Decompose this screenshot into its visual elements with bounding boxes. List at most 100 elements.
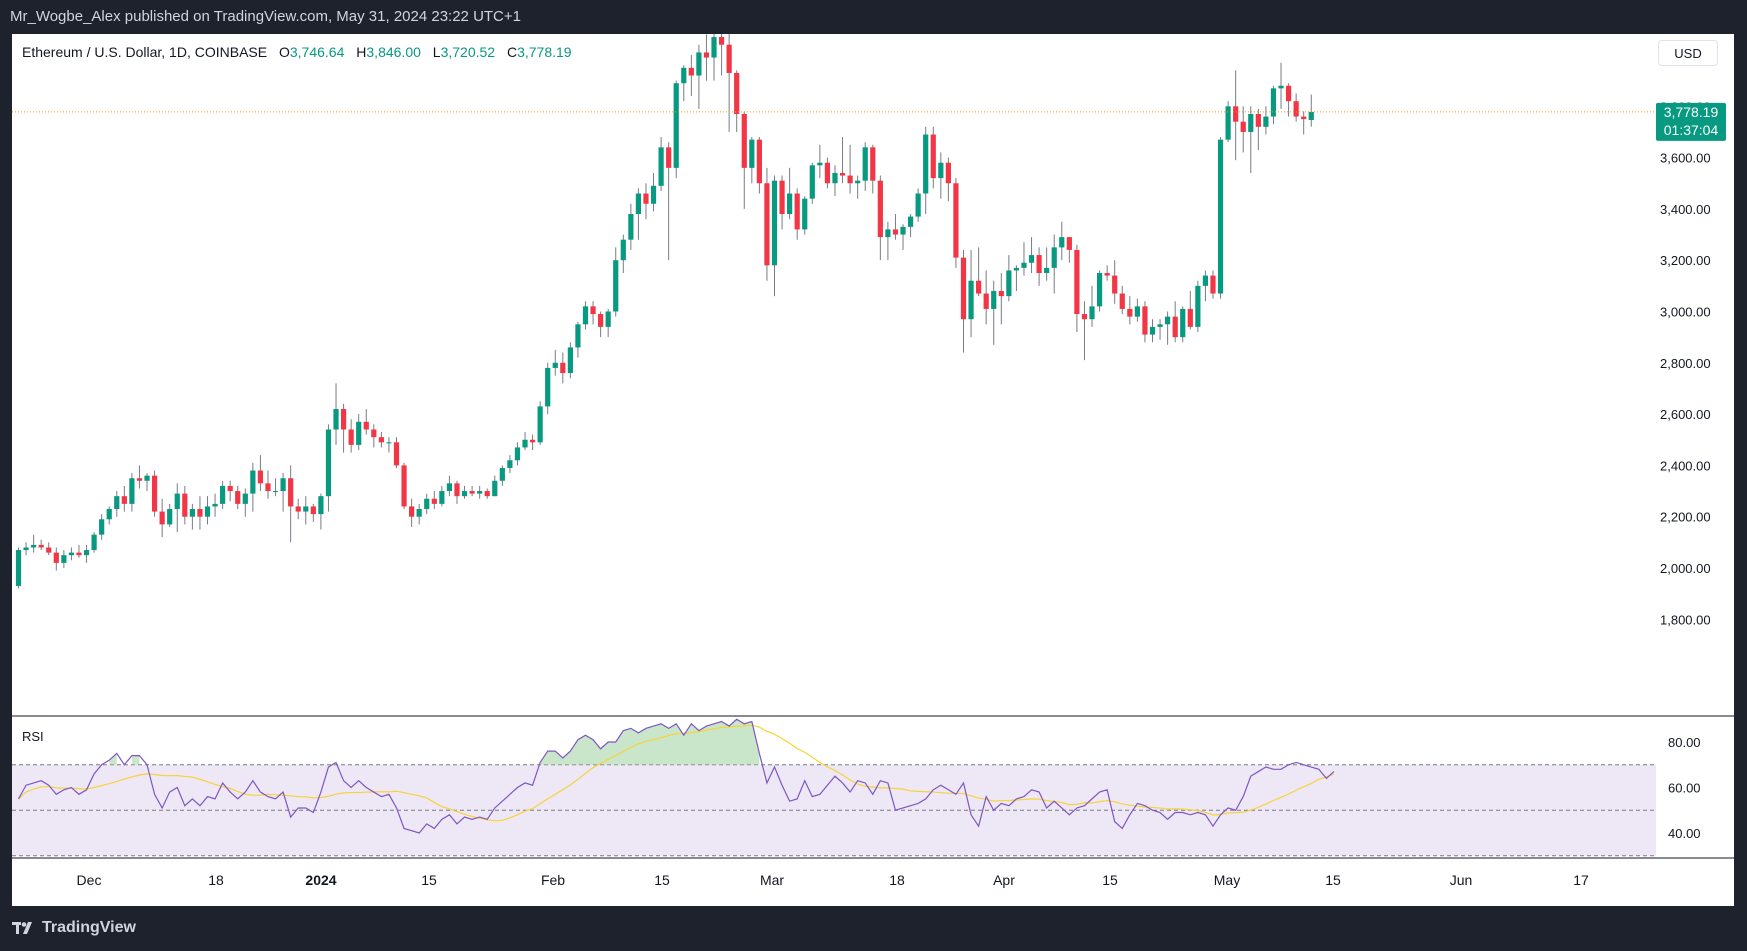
symbol-title: Ethereum / U.S. Dollar, 1D, COINBASE: [22, 44, 268, 60]
rsi-tick-label: 40.00: [1668, 826, 1701, 841]
candle-body: [189, 509, 195, 517]
close-label: C: [506, 44, 518, 60]
price-tick-label: 3,000.00: [1660, 305, 1711, 320]
candle-body: [182, 493, 188, 517]
candle-body: [688, 67, 694, 76]
time-axis-label: 15: [654, 872, 670, 888]
candle-body: [802, 198, 808, 230]
candle-body: [590, 306, 596, 315]
candle-body: [469, 491, 475, 494]
price-badge: [1656, 102, 1726, 141]
time-axis-label: Dec: [77, 872, 102, 888]
candle-body: [1134, 306, 1140, 317]
price-tick-label: 3,600.00: [1660, 151, 1711, 166]
candle-body: [1308, 111, 1314, 120]
candle-body: [83, 550, 90, 556]
candle-body: [363, 421, 369, 430]
candle-body: [159, 511, 165, 525]
candle-body: [764, 183, 770, 266]
candle-body: [106, 509, 112, 520]
high-value: 3,846.00: [366, 44, 421, 60]
price-tick-label: 2,600.00: [1660, 407, 1711, 422]
candle-body: [945, 162, 951, 184]
rsi-overbought-fill: [540, 719, 760, 765]
candle-body: [824, 162, 831, 184]
time-axis-label: 18: [208, 872, 224, 888]
candle-body: [613, 260, 619, 312]
candle-body: [401, 465, 407, 507]
candle-body: [1021, 262, 1027, 268]
candle-body: [628, 214, 634, 240]
candle-body: [68, 552, 75, 556]
close-value: 3,778.19: [517, 44, 572, 60]
candle-body: [605, 311, 611, 327]
candle-body: [892, 229, 899, 235]
price-badge-value: 3,778.19: [1664, 104, 1719, 120]
candle-body: [257, 470, 264, 484]
time-axis-label: 17: [1573, 872, 1589, 888]
currency-button[interactable]: USD: [1658, 40, 1718, 66]
candle-body: [242, 493, 248, 504]
candle-body: [529, 439, 536, 443]
candle-body: [492, 480, 498, 497]
candle-body: [121, 496, 127, 504]
candle-body: [295, 506, 301, 512]
candle-body: [99, 519, 105, 535]
candle-body: [204, 506, 211, 517]
time-axis-label: Mar: [760, 872, 784, 888]
candle-body: [318, 496, 324, 515]
header-bar: Mr_Wogbe_Alex published on TradingView.c…: [0, 0, 1747, 34]
candle-body: [76, 552, 82, 556]
candle-body: [371, 429, 377, 438]
candle-body: [771, 180, 778, 266]
low-value: 3,720.52: [440, 44, 496, 60]
candle-body: [288, 478, 294, 507]
candle-body: [1157, 324, 1163, 327]
candle-body: [356, 421, 362, 445]
candle-body: [1187, 308, 1193, 327]
candle-body: [310, 506, 316, 515]
ohlc-legend: Ethereum / U.S. Dollar, 1D, COINBASE O 3,…: [22, 44, 572, 60]
candle-body: [976, 280, 982, 294]
candlestick-chart[interactable]: 4,200.004,000.003,800.003,600.003,400.00…: [12, 34, 1734, 906]
candle-body: [235, 491, 241, 504]
candle-body: [560, 362, 566, 374]
candle-body: [1074, 249, 1080, 315]
candle-body: [431, 498, 437, 504]
candle-body: [718, 37, 725, 45]
candle-body: [643, 193, 649, 204]
time-axis-label: 2024: [305, 872, 336, 888]
candle-body: [461, 491, 468, 497]
candle-body: [620, 239, 626, 261]
chart-panel[interactable]: 4,200.004,000.003,800.003,600.003,400.00…: [12, 34, 1734, 906]
candle-body: [1248, 113, 1254, 132]
price-tick-label: 2,200.00: [1660, 510, 1711, 525]
candle-body: [1006, 270, 1012, 297]
candle-body: [1293, 101, 1299, 117]
candle-body: [907, 216, 914, 227]
candle-body: [960, 257, 967, 320]
rsi-line: [17, 718, 1335, 834]
candle-body: [1149, 326, 1156, 335]
candle-body: [817, 162, 823, 166]
candle-body: [756, 139, 762, 184]
candle-body: [15, 550, 22, 586]
candle-body: [439, 491, 445, 504]
candle-body: [1285, 85, 1292, 102]
candle-body: [325, 429, 332, 497]
candle-body: [114, 496, 120, 510]
candle-body: [348, 429, 354, 445]
candle-body: [991, 290, 997, 309]
candle-body: [877, 180, 883, 238]
candle-body: [938, 162, 944, 179]
price-tick-label: 2,800.00: [1660, 356, 1711, 371]
candle-body: [635, 193, 642, 215]
candle-body: [787, 193, 793, 215]
candle-body: [144, 475, 150, 481]
time-axis-label: Apr: [993, 872, 1015, 888]
candle-body: [477, 491, 483, 494]
candle-body: [658, 147, 664, 186]
open-label: O: [278, 44, 290, 60]
candle-body: [409, 506, 415, 517]
tradingview-logo[interactable]: TradingView: [12, 917, 136, 939]
